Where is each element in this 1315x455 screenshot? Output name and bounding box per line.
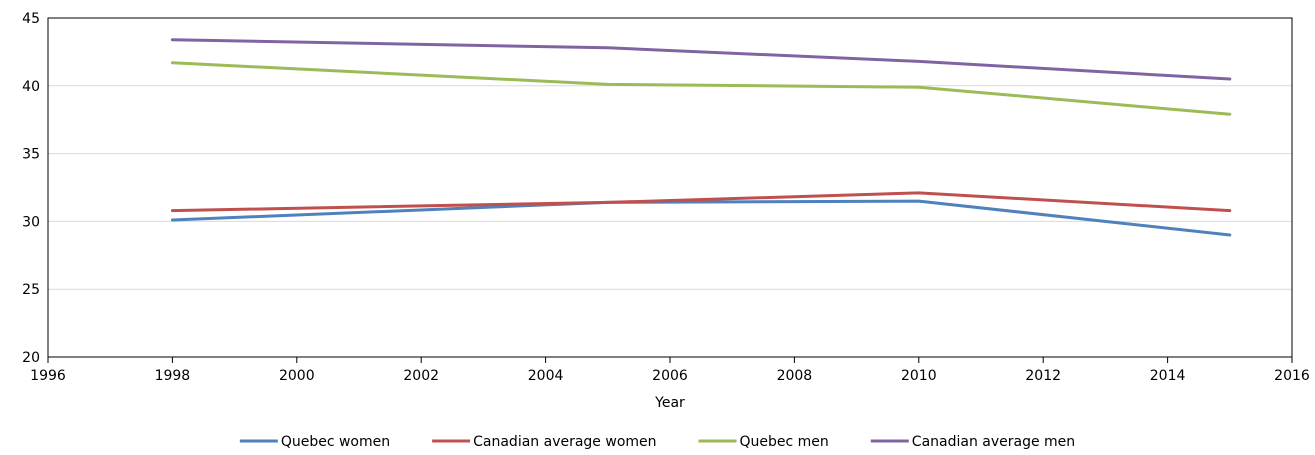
x-tick-label: 2006: [652, 368, 688, 384]
x-tick-label: 2002: [403, 368, 439, 384]
x-axis-tick-labels: 1996 1998 2000 2002 2004 2006 2008 2010 2012 2014…: [30, 357, 1310, 384]
y-tick-label: 30: [22, 214, 40, 230]
x-tick-label: 1996: [30, 368, 66, 384]
x-tick-label: 2016: [1274, 368, 1310, 384]
series-line-canadian-average-men: [172, 40, 1229, 79]
x-tick-label: 2000: [279, 368, 315, 384]
legend-item: Canadian average women: [432, 434, 656, 450]
plot-area-frame: [48, 18, 1292, 357]
y-axis-tick-labels: 20 25 30 35 40 45: [22, 11, 40, 366]
legend-label: Canadian average men: [912, 434, 1075, 450]
y-tick-label: 20: [22, 350, 40, 366]
legend-label: Canadian average women: [473, 434, 656, 450]
legend-item: Canadian average men: [871, 434, 1075, 450]
legend-label: Quebec women: [281, 434, 390, 450]
y-tick-label: 25: [22, 282, 40, 298]
legend: Quebec women Canadian average women Quebec…: [240, 434, 1075, 450]
legend-item: Quebec women: [240, 434, 390, 450]
x-tick-label: 2004: [528, 368, 564, 384]
y-tick-label: 40: [22, 79, 40, 95]
series-lines: [172, 40, 1229, 235]
x-tick-label: 2008: [777, 368, 813, 384]
y-tick-label: 35: [22, 147, 40, 163]
x-tick-label: 2010: [901, 368, 937, 384]
legend-item: Quebec men: [699, 434, 829, 450]
gridlines: [48, 86, 1292, 289]
x-tick-label: 2014: [1150, 368, 1186, 384]
x-tick-label: 1998: [155, 368, 191, 384]
legend-label: Quebec men: [740, 434, 829, 450]
x-tick-label: 2012: [1025, 368, 1061, 384]
x-axis-title: Year: [654, 395, 685, 411]
y-tick-label: 45: [22, 11, 40, 27]
